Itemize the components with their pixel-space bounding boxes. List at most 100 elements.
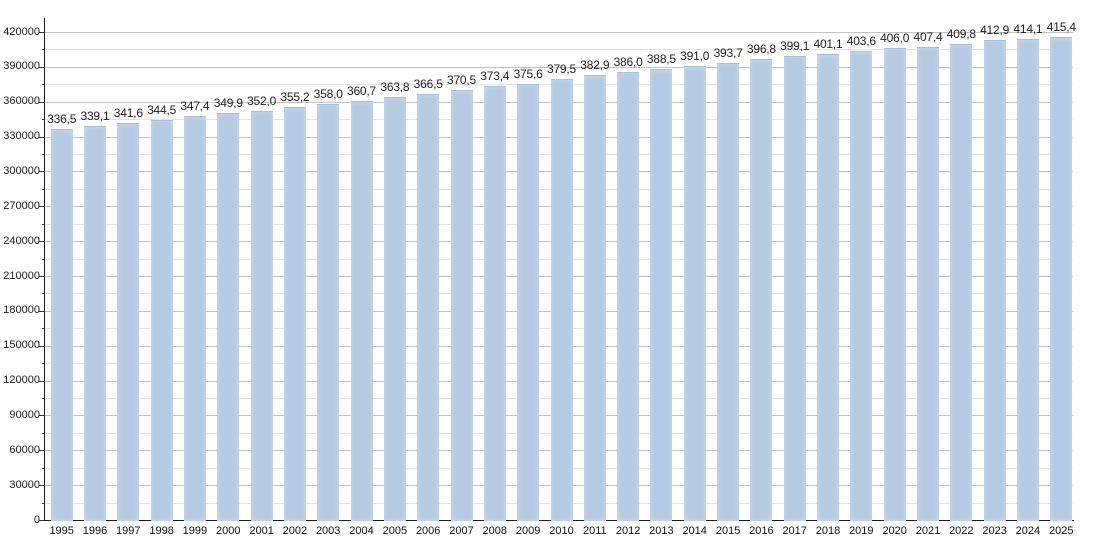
bar-2023 — [983, 40, 1006, 521]
y-axis-major-tick — [38, 171, 45, 173]
bar-value-label: 379,5 — [546, 62, 577, 77]
x-axis-label: 1995 — [49, 525, 74, 537]
x-axis-label: 2007 — [449, 525, 474, 537]
bar-value-label: 349,9 — [213, 96, 243, 111]
bar-2022 — [950, 43, 973, 521]
bar-value-label: 358,0 — [313, 87, 343, 101]
y-axis-tick-label: 150000 — [3, 339, 40, 352]
y-axis-minor-tick — [41, 84, 45, 86]
bar-value-label: 339,1 — [80, 109, 110, 123]
x-axis-label: 2014 — [682, 525, 707, 537]
bar-value-label: 341,6 — [113, 106, 143, 121]
bar-value-label: 355,2 — [280, 90, 310, 105]
gridline-major — [45, 32, 1073, 33]
x-axis-label: 2013 — [649, 525, 674, 537]
bar-value-label: 382,9 — [580, 58, 610, 73]
x-axis-label: 2006 — [415, 525, 441, 537]
x-axis-label: 2019 — [849, 525, 874, 537]
y-axis-minor-tick — [41, 363, 45, 365]
bar-2019 — [850, 51, 873, 521]
bar-value-label: 415,4 — [1046, 20, 1076, 35]
bar-value-label: 363,8 — [380, 80, 410, 95]
bar-value-label: 401,1 — [813, 37, 843, 51]
x-axis-label: 2003 — [315, 525, 341, 537]
bar-value-label: 407,4 — [913, 29, 943, 44]
x-axis-label: 2001 — [249, 525, 274, 537]
bar-value-label: 347,4 — [180, 99, 210, 114]
x-axis-label: 2005 — [382, 525, 408, 537]
y-axis-minor-tick — [41, 258, 45, 260]
y-axis-minor-tick — [41, 467, 45, 469]
bar-2020 — [883, 48, 906, 521]
y-axis-tick-label: 420000 — [3, 25, 40, 38]
y-axis-tick-label: 360000 — [3, 95, 40, 108]
y-axis-major-tick — [38, 415, 45, 417]
bar-2011 — [583, 75, 606, 521]
x-axis-label: 2012 — [615, 525, 641, 537]
bar-value-label: 386,0 — [613, 54, 643, 69]
bar-2014 — [683, 65, 706, 521]
bar-2009 — [517, 83, 540, 521]
y-axis-minor-tick — [41, 154, 45, 155]
y-axis-major-tick — [38, 101, 45, 103]
y-axis-tick-label: 270000 — [3, 199, 40, 212]
x-axis-label: 2017 — [782, 525, 807, 537]
y-axis-tick-label: 390000 — [3, 60, 40, 73]
bar-value-label: 409,8 — [946, 26, 976, 41]
y-axis-tick-label: 30000 — [9, 478, 40, 491]
y-axis-major-tick — [38, 276, 45, 277]
x-axis-label: 2023 — [982, 525, 1007, 537]
y-axis-tick-label: 240000 — [3, 234, 40, 247]
bar-value-label: 399,1 — [780, 39, 810, 54]
bar-2025 — [1050, 37, 1073, 521]
x-axis-label: 1999 — [182, 525, 208, 537]
bar-2001 — [250, 111, 273, 521]
bar-2017 — [783, 56, 806, 521]
bar-2021 — [917, 46, 939, 521]
y-axis-minor-tick — [41, 223, 45, 225]
bar-value-label: 391,0 — [680, 48, 710, 63]
y-axis-minor-tick — [41, 293, 45, 295]
gridline-minor — [45, 49, 1073, 51]
y-axis-major-tick — [38, 66, 45, 68]
y-axis-tick-label: 210000 — [3, 269, 40, 282]
bar-value-label: 412,9 — [980, 23, 1010, 38]
bar-value-label: 403,6 — [846, 34, 876, 49]
bar-2003 — [317, 104, 340, 521]
x-axis-label: 1998 — [149, 525, 174, 537]
x-axis-label: 2021 — [915, 525, 941, 537]
x-axis-label: 2008 — [482, 525, 508, 537]
bar-value-label: 393,7 — [713, 45, 743, 60]
y-axis-major-tick — [38, 485, 45, 487]
bar-2010 — [550, 79, 573, 521]
bar-value-label: 344,5 — [147, 102, 177, 117]
x-axis-label: 2024 — [1015, 525, 1041, 537]
x-axis-label: 2015 — [715, 525, 741, 537]
x-axis-label: 2004 — [349, 525, 374, 537]
bar-value-label: 375,6 — [513, 66, 543, 81]
bar-value-label: 388,5 — [646, 51, 676, 66]
y-axis-tick-label: 90000 — [9, 408, 40, 421]
y-axis-minor-tick — [41, 119, 45, 121]
bar-2016 — [750, 59, 773, 521]
y-axis-tick-label: 330000 — [3, 130, 40, 143]
y-axis-minor-tick — [41, 432, 45, 434]
bar-2000 — [217, 113, 240, 521]
bar-1996 — [84, 126, 106, 521]
gridline-major — [45, 66, 1073, 68]
y-axis-minor-tick — [41, 398, 45, 399]
bar-value-label: 360,7 — [346, 83, 377, 98]
x-axis-label: 1996 — [82, 525, 108, 537]
x-axis-label: 2020 — [882, 525, 907, 537]
bar-2005 — [383, 97, 406, 521]
y-axis-major-tick — [38, 345, 45, 347]
bar-2024 — [1016, 38, 1039, 521]
x-axis-label: 2002 — [282, 525, 308, 537]
bar-1997 — [117, 123, 140, 521]
bar-2004 — [350, 100, 373, 521]
y-axis-major-tick — [38, 241, 45, 243]
bar-2002 — [283, 107, 306, 521]
y-axis-minor-tick — [41, 502, 45, 504]
bar-2015 — [717, 62, 740, 521]
